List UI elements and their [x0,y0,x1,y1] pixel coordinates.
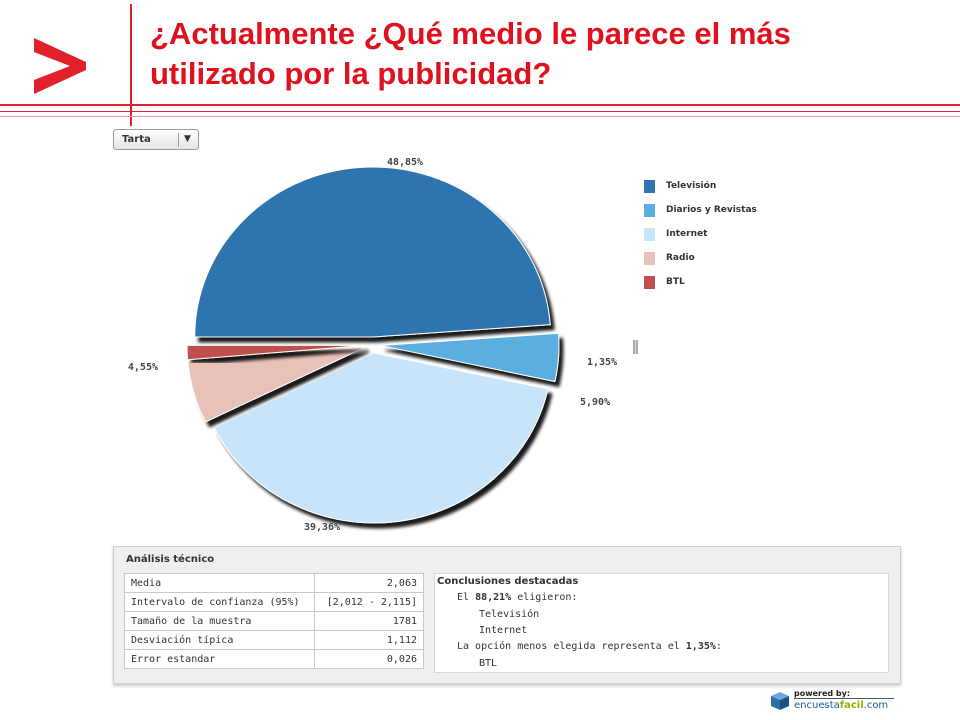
legend-label: Internet [666,229,708,239]
conclusion-item: Internet [479,625,528,636]
stat-label: Media [124,573,315,593]
header-rule-thin [0,111,960,112]
slide-title-line-2: utilizado por la publicidad? [150,56,552,91]
legend-label: BTL [666,277,685,287]
stat-label: Intervalo de confianza (95%) [124,592,315,612]
table-row: Tamaño de la muestra 1781 [124,611,424,631]
analysis-panel: Análisis técnico Media 2,063 Intervalo de … [113,546,901,684]
conclusion-line-1-value: 88,21% [475,592,512,603]
conclusion-line-1: El 88,21% eligieron: [457,592,577,603]
resize-handle[interactable] [633,340,638,354]
stat-value: [2,012 - 2,115] [314,592,424,612]
stat-value: 1781 [314,611,424,631]
conclusions-title: Conclusiones destacadas [437,576,579,587]
conclusion-line-1-suffix: eligieron: [511,592,578,603]
brand-mid: facil [839,700,864,711]
conclusion-line-1-prefix: El [457,592,476,603]
legend-label: Televisión [666,181,717,191]
slice-data-label: 39,36% [304,522,340,533]
pie-slice-diarios-y-revistas[interactable] [380,332,560,383]
slide-title: ¿Actualmente ¿Qué medio le parece el más… [150,14,950,94]
stat-value: 0,026 [314,649,424,669]
pie-slice-televisi-n[interactable] [194,166,551,338]
table-row: Intervalo de confianza (95%) [2,012 - 2,1… [124,592,424,612]
legend-swatch [644,252,655,265]
table-row: Desviación típica 1,112 [124,630,424,650]
pie-slice-radio[interactable] [187,346,366,423]
conclusion-line-2-prefix: La opción menos elegida representa el [457,641,686,652]
brand-name: encuestafacil.com [794,700,888,711]
technical-stats-table: Media 2,063 Intervalo de confianza (95%) [2… [124,573,424,669]
conclusion-line-2-value: 1,35% [685,641,716,652]
brand-prefix: encuesta [794,700,840,711]
analysis-title: Análisis técnico [126,554,215,565]
powered-by-label: powered by: [794,689,894,699]
stat-label: Error estandar [124,649,315,669]
legend-swatch [644,228,655,241]
stat-label: Desviación típica [124,630,315,650]
slice-data-label: 48,85% [387,157,423,168]
stat-value: 2,063 [314,573,424,593]
chart-type-value: Tarta [122,134,151,145]
cube-logo-icon [771,692,789,710]
slice-data-label: 1,35% [587,357,617,368]
legend-swatch [644,276,655,289]
legend-label: Diarios y Revistas [666,205,757,215]
slice-data-label: 5,90% [580,397,610,408]
conclusions-box: Conclusiones destacadas El 88,21% eligie… [434,573,889,673]
slide-title-line-1: ¿Actualmente ¿Qué medio le parece el más [150,16,791,51]
conclusion-item: BTL [479,658,498,669]
chevron-down-icon[interactable]: ▼ [184,134,191,144]
legend-label: Radio [666,253,695,263]
legend-swatch [644,204,655,217]
slice-data-label: 4,55% [128,362,158,373]
stat-label: Tamaño de la muestra [124,611,315,631]
select-separator [178,133,179,147]
table-row: Media 2,063 [124,573,424,593]
conclusion-item: Televisión [479,609,540,620]
pie-slice-internet[interactable] [213,352,549,524]
conclusion-line-2: La opción menos elegida representa el 1,… [457,641,722,652]
legend-swatch [644,180,655,193]
chart-type-select[interactable]: Tarta ▼ [113,129,199,150]
brand-chevron-logo [34,38,86,94]
header-rule-light [0,116,960,117]
pie-slice-btl[interactable] [186,344,366,361]
table-row: Error estandar 0,026 [124,649,424,669]
stat-value: 1,112 [314,630,424,650]
powered-by-badge[interactable]: powered by: encuestafacil.com [766,688,901,716]
conclusion-line-2-suffix: : [715,641,722,652]
brand-suffix: .com [863,700,889,711]
header-vertical-rule [130,4,132,126]
header-rule [0,104,960,106]
